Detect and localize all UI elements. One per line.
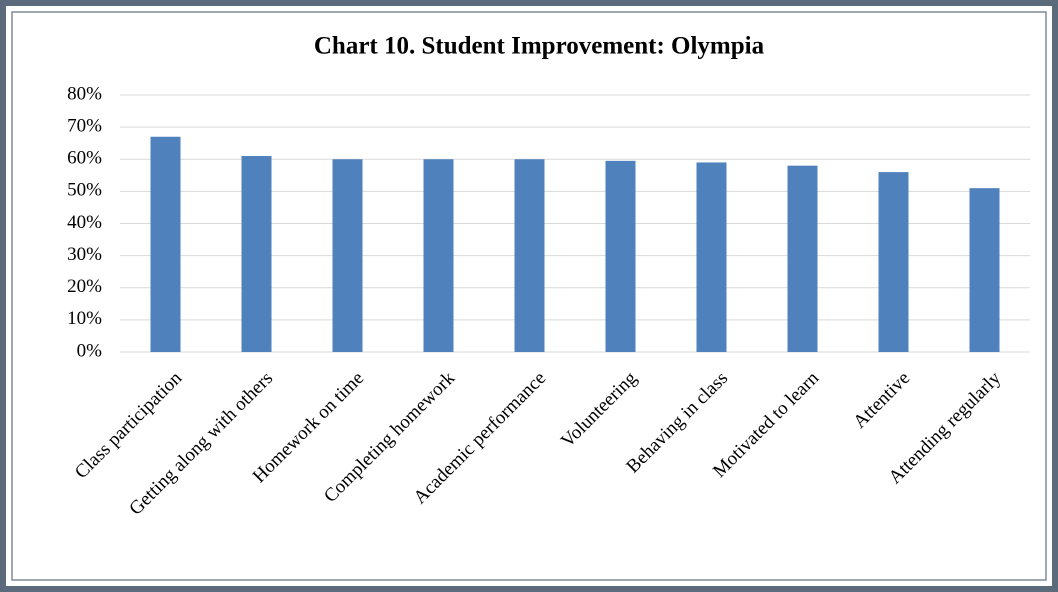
bar	[605, 160, 636, 352]
chart-title: Chart 10. Student Improvement: Olympia	[314, 33, 765, 60]
bar	[332, 159, 363, 352]
y-tick-label: 80%	[67, 83, 102, 104]
bar	[878, 172, 909, 352]
bar	[514, 159, 545, 352]
inner-frame	[11, 11, 1047, 581]
bar	[241, 156, 272, 352]
y-tick-label: 0%	[77, 340, 103, 361]
y-tick-label: 40%	[67, 212, 102, 233]
y-tick-label: 20%	[67, 276, 102, 297]
bar	[423, 159, 454, 352]
y-tick-label: 50%	[67, 180, 102, 201]
bar	[969, 188, 1000, 352]
bar	[150, 136, 181, 352]
y-tick-label: 30%	[67, 244, 102, 265]
bar	[787, 165, 818, 352]
y-tick-label: 10%	[67, 308, 102, 329]
y-tick-label: 60%	[67, 148, 102, 169]
bar	[696, 162, 727, 352]
y-tick-label: 70%	[67, 115, 102, 136]
